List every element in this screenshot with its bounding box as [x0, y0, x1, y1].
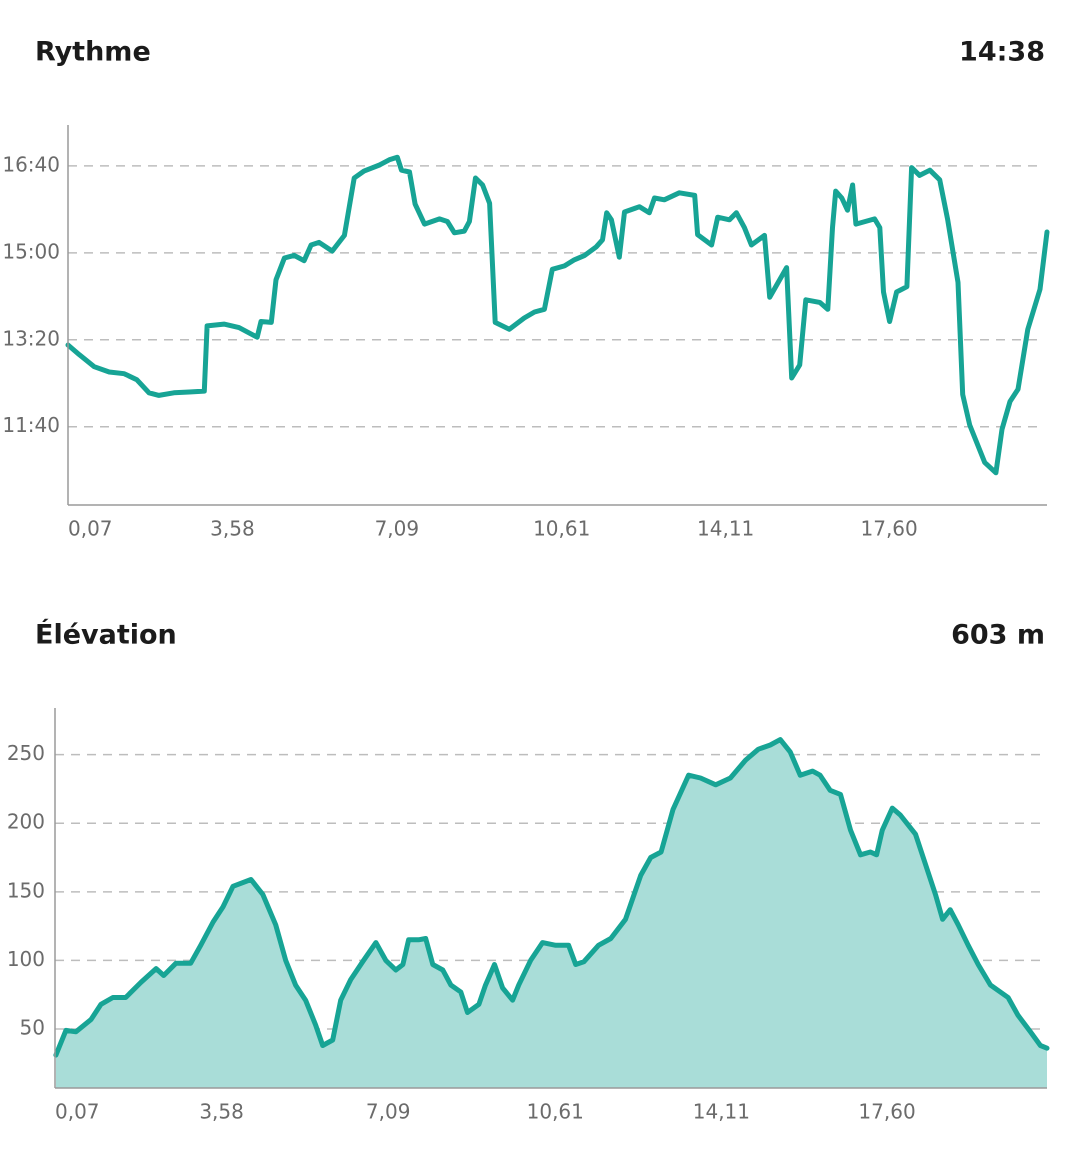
- x-tick-label: 0,07: [68, 517, 113, 541]
- chart-summary: 603 m: [951, 620, 1045, 651]
- line: [65, 154, 1050, 476]
- x-tick-label: 10,61: [527, 1100, 584, 1124]
- chart-title: Rythme: [35, 37, 151, 68]
- chart-title: Élévation: [35, 619, 177, 651]
- x-tick-label: 3,58: [210, 517, 255, 541]
- x-tick-label: 3,58: [199, 1100, 244, 1124]
- y-tick-label: 15:00: [2, 239, 60, 263]
- y-tick-label: 11:40: [2, 413, 60, 437]
- chart-summary: 14:38: [959, 37, 1045, 68]
- y-tick-label: 150: [7, 878, 45, 902]
- x-tick-label: 7,09: [375, 517, 420, 541]
- x-tick-label: 17,60: [858, 1100, 915, 1124]
- area-fill: [55, 739, 1047, 1088]
- x-tick-label: 14,11: [697, 517, 754, 541]
- y-tick-label: 13:20: [2, 326, 60, 350]
- y-tick-label: 250: [7, 741, 45, 765]
- y-tick-label: 16:40: [2, 152, 60, 176]
- x-tick-label: 10,61: [533, 517, 590, 541]
- x-tick-label: 7,09: [366, 1100, 411, 1124]
- x-tick-label: 0,07: [55, 1100, 100, 1124]
- x-tick-label: 14,11: [693, 1100, 750, 1124]
- y-tick-label: 100: [7, 947, 45, 971]
- y-tick-label: 50: [20, 1016, 45, 1040]
- line: [53, 737, 1050, 1058]
- y-tick-label: 200: [7, 810, 45, 834]
- x-tick-label: 17,60: [861, 517, 918, 541]
